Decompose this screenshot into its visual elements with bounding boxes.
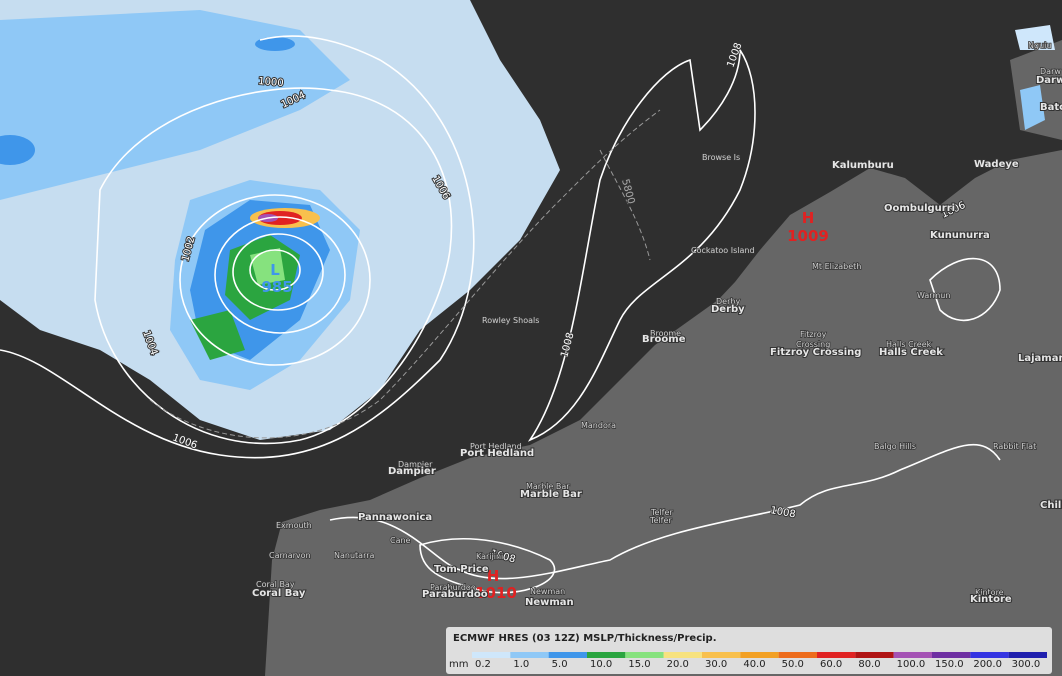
place: Dampier — [388, 466, 436, 477]
place: Batc — [1040, 102, 1062, 113]
legend-box — [446, 627, 1052, 674]
place: Fitzroy — [800, 330, 827, 339]
high-value: 1009 — [787, 227, 829, 245]
legend-label: 150.0 — [935, 659, 964, 670]
legend-label: 80.0 — [858, 659, 880, 670]
isobars — [0, 35, 1001, 594]
place: Tom Price — [434, 564, 489, 575]
place: Coral Bay — [256, 580, 295, 589]
place: Port Hedland — [460, 448, 534, 459]
place: Browse Is — [702, 153, 740, 162]
legend-swatch — [970, 652, 1009, 658]
legend-swatch — [778, 652, 817, 658]
place: Oombulgurri — [884, 203, 955, 214]
place: Kintore — [975, 588, 1004, 597]
place: Halls Creek — [886, 340, 932, 349]
legend: ECMWF HRES (03 12Z) MSLP/Thickness/Preci… — [446, 627, 1052, 674]
legend-swatch — [663, 652, 702, 658]
legend-label: 100.0 — [897, 659, 926, 670]
place: Fitzroy Crossing — [770, 347, 861, 358]
place: Newman — [525, 597, 574, 608]
place: Nguiu — [1028, 41, 1051, 50]
place: Broome — [650, 329, 681, 338]
place: Kununurra — [930, 230, 990, 241]
legend-label: 20.0 — [667, 659, 689, 670]
place: Dampier — [398, 460, 433, 469]
place: Carnarvon — [269, 551, 311, 560]
low-symbol: L — [270, 261, 280, 279]
place: Darw — [1036, 75, 1062, 86]
legend-label: 5.0 — [552, 659, 568, 670]
place: Marble Bar — [520, 489, 582, 500]
place: Warmun — [917, 291, 950, 300]
legend-swatch — [740, 652, 779, 658]
legend-label: 30.0 — [705, 659, 727, 670]
place: Crossing — [796, 340, 830, 349]
place: Karijini — [476, 552, 503, 561]
place: Halls Creek — [879, 347, 943, 358]
place: Cockatoo Island — [691, 246, 755, 255]
legend-label: 200.0 — [973, 659, 1002, 670]
legend-swatch — [817, 652, 856, 658]
legend-label: 300.0 — [1012, 659, 1041, 670]
place: Paraburdoo — [422, 589, 488, 600]
legend-label: 15.0 — [628, 659, 650, 670]
legend-unit: mm — [449, 659, 468, 670]
legend-swatch — [587, 652, 626, 658]
place: Chilla — [1040, 500, 1062, 511]
place: Darw — [1040, 67, 1061, 76]
high-value: 1010 — [475, 584, 517, 602]
place: Balgo Hills — [874, 442, 916, 451]
place: Exmouth — [276, 521, 312, 530]
legend-swatch — [625, 652, 664, 658]
place: Mt Elizabeth — [812, 262, 861, 271]
places: Browse Is Kalumburu Wadeye Oombulgurri K… — [251, 40, 1062, 609]
place: Telfer — [650, 508, 673, 517]
legend-swatch — [472, 652, 511, 658]
place: Lajaman — [1018, 353, 1062, 364]
place: Kalumburu — [832, 160, 894, 171]
legend-swatch — [510, 652, 549, 658]
legend-swatch — [702, 652, 741, 658]
place: Rabbit Flat — [993, 442, 1036, 451]
legend-label: 60.0 — [820, 659, 842, 670]
place: Mandora — [581, 421, 616, 430]
pressure-systems: L 985 H 1009 H 1010 — [261, 209, 829, 602]
place: Nanutarra — [334, 551, 375, 560]
place: Kintore — [970, 594, 1012, 605]
place: Wadeye — [974, 159, 1019, 170]
place: Broome — [642, 334, 686, 345]
place: Pannawonica — [358, 512, 432, 523]
place: Telfer — [649, 516, 672, 525]
place: Marble Bar — [526, 482, 570, 491]
legend-swatch — [1008, 652, 1047, 658]
place: Newman — [530, 587, 565, 596]
place: Rowley Shoals — [482, 316, 539, 325]
low-value: 985 — [261, 278, 292, 296]
legend-label: 1.0 — [513, 659, 529, 670]
legend-swatch — [893, 652, 932, 658]
legend-label: 50.0 — [782, 659, 804, 670]
precipitation — [0, 0, 1055, 440]
place: Port Hedland — [470, 442, 522, 451]
place: Derby — [716, 297, 740, 306]
thickness — [149, 109, 661, 439]
legend-label: 40.0 — [743, 659, 765, 670]
place: Paraburdoo — [430, 583, 476, 592]
place: Cane — [390, 536, 411, 545]
legend-swatch — [855, 652, 894, 658]
land — [265, 150, 1062, 676]
legend-label: 10.0 — [590, 659, 612, 670]
legend-title: ECMWF HRES (03 12Z) MSLP/Thickness/Preci… — [453, 633, 717, 644]
isobar-label: 1000 — [258, 76, 284, 89]
legend-swatch — [932, 652, 971, 658]
high-symbol: H — [487, 567, 500, 585]
place: Coral Bay — [252, 588, 306, 599]
place: Derby — [711, 304, 745, 315]
high-symbol: H — [802, 209, 815, 227]
legend-label: 0.2 — [475, 659, 491, 670]
legend-swatch — [548, 652, 587, 658]
